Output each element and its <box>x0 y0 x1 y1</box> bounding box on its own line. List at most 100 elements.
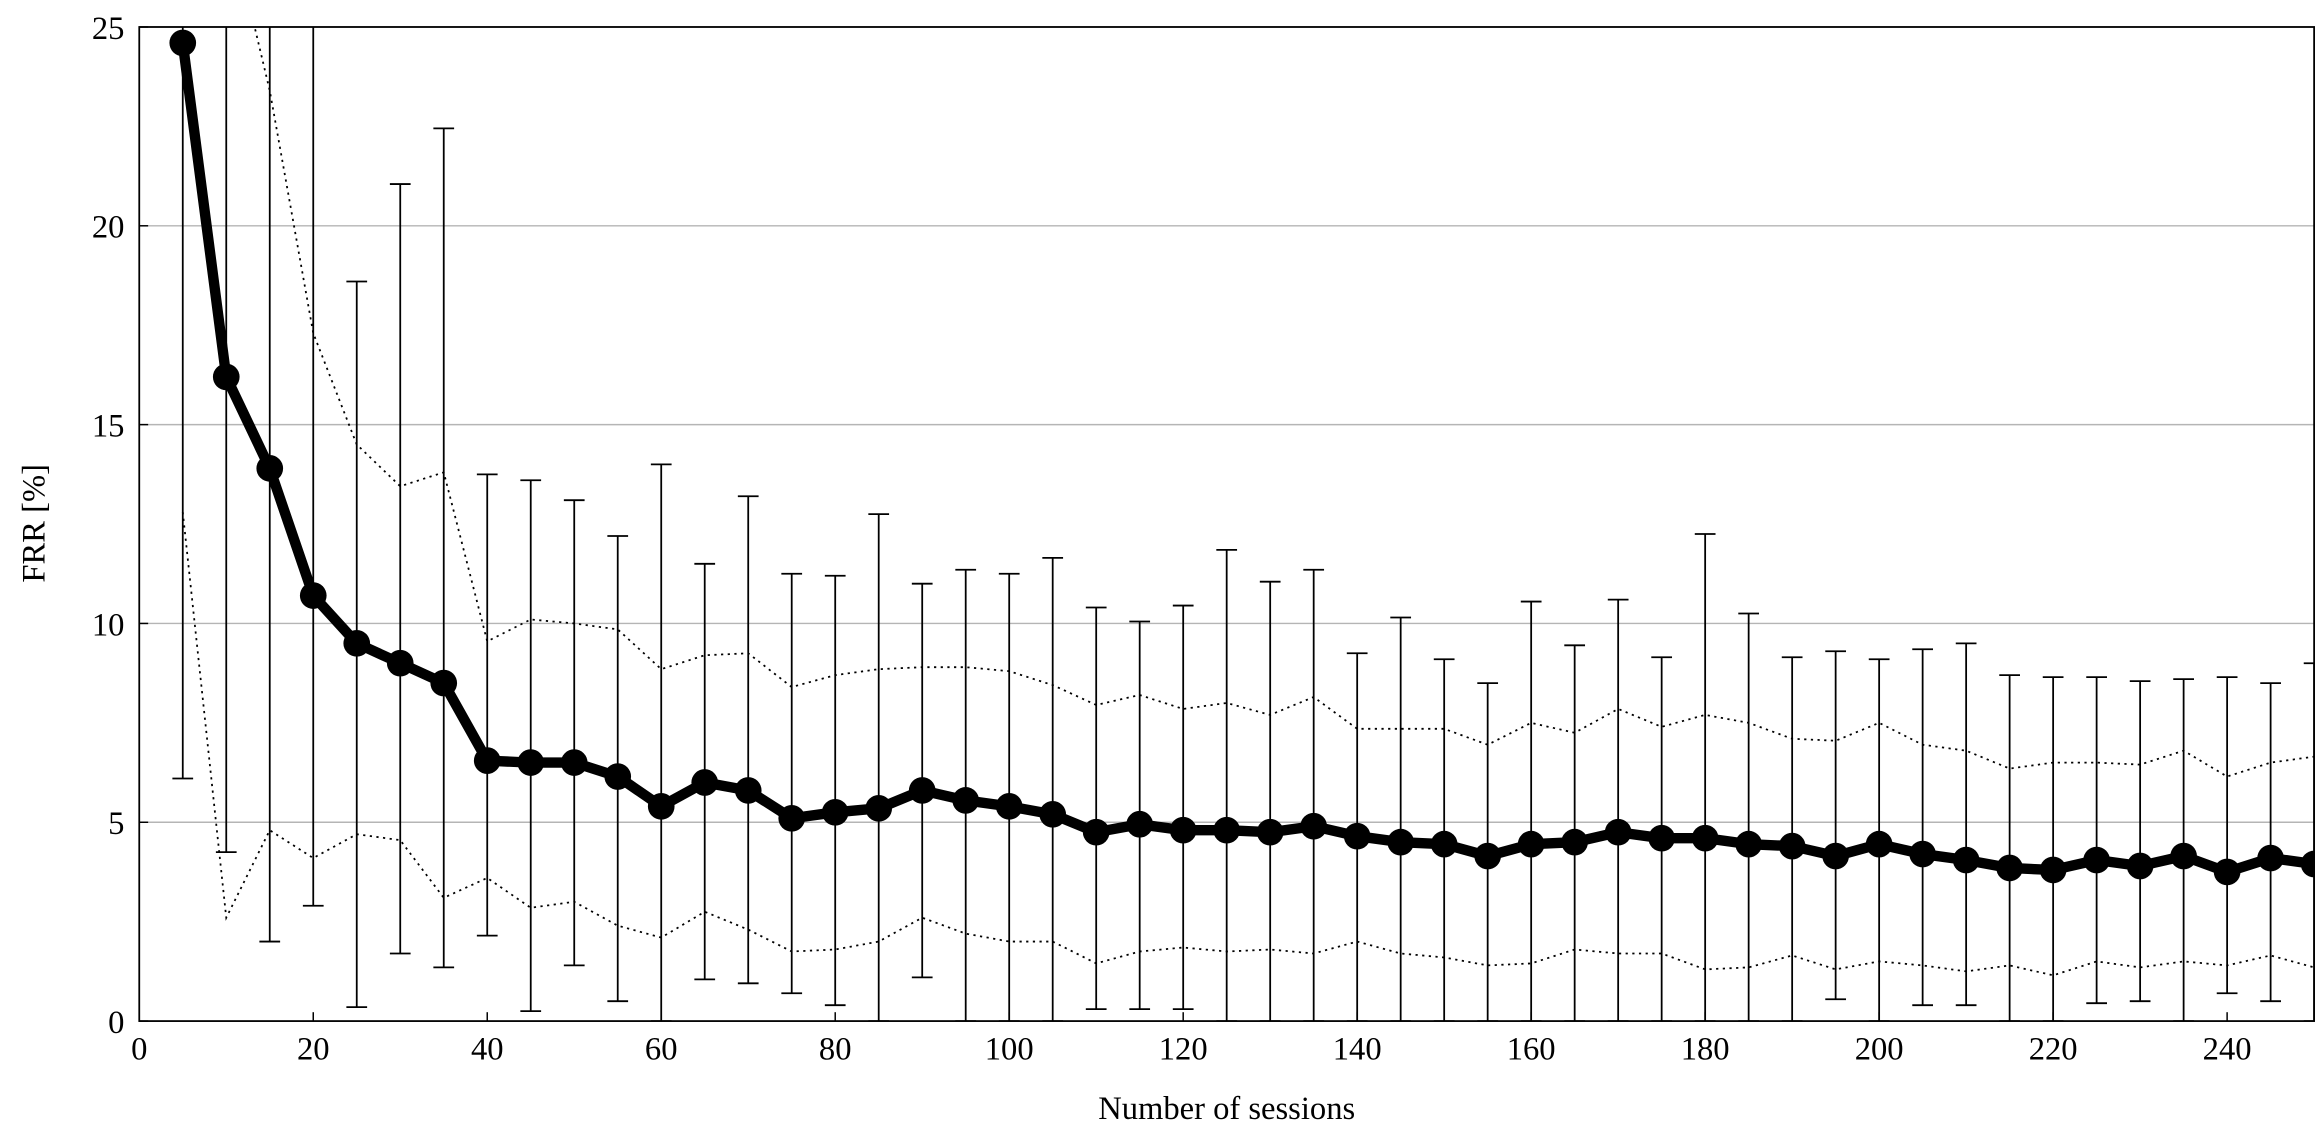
y-tick-label: 10 <box>92 607 125 643</box>
data-point <box>299 582 327 609</box>
error-bar-line <box>389 183 411 955</box>
error-bar <box>1172 604 1194 1011</box>
error-bar <box>1607 598 1629 1022</box>
error-bar <box>2216 676 2238 995</box>
data-point <box>908 777 936 804</box>
data-point <box>1865 830 1893 858</box>
error-bar-line <box>2129 680 2151 1003</box>
data-point <box>2039 856 2067 884</box>
data-point <box>1648 824 1675 852</box>
data-point <box>1691 824 1719 852</box>
data-point <box>386 649 414 677</box>
series-line <box>177 42 2315 878</box>
data-point <box>1474 842 1502 870</box>
x-tick-label: 20 <box>297 1032 330 1068</box>
error-bar-line <box>563 499 585 967</box>
data-point <box>212 363 240 391</box>
error-bar <box>1216 548 1238 1022</box>
data-point <box>995 793 1023 820</box>
error-bar-line <box>1042 556 1064 1022</box>
upper-band <box>253 26 2315 778</box>
error-bar <box>389 183 411 955</box>
error-bar-line <box>1259 580 1281 1022</box>
error-bar <box>520 479 542 1013</box>
x-tick-label: 200 <box>1855 1032 1904 1068</box>
data-point <box>1300 812 1328 840</box>
error-bar <box>824 574 846 1007</box>
data-point <box>2126 852 2154 880</box>
error-bar <box>737 495 759 985</box>
error-bar <box>563 499 585 967</box>
x-axis-label: Number of sessions <box>1098 1091 1355 1127</box>
error-bar <box>781 572 803 995</box>
error-bar-line <box>1738 612 1760 1022</box>
error-bar <box>1303 568 1325 1022</box>
error-bar <box>215 26 237 853</box>
error-bar <box>1738 612 1760 1022</box>
error-bar-line <box>476 473 498 937</box>
data-point <box>517 749 545 776</box>
error-bar-line <box>520 479 542 1013</box>
data-point <box>1343 822 1371 850</box>
data-point <box>169 29 197 57</box>
data-point <box>2213 858 2241 886</box>
error-bar-line <box>2042 676 2064 1022</box>
y-tick-label: 15 <box>92 408 125 444</box>
error-bar-line <box>1216 548 1238 1022</box>
error-bar <box>2086 676 2107 1005</box>
error-bar-line <box>1303 568 1325 1022</box>
data-point <box>1604 818 1632 846</box>
error-bar <box>1999 674 2021 1022</box>
data-point <box>1517 830 1545 858</box>
y-tick-label: 5 <box>108 806 124 842</box>
data-point <box>647 793 675 820</box>
data-point <box>1430 830 1458 858</box>
error-bar <box>1694 533 1716 1022</box>
error-bar-line <box>215 26 237 853</box>
error-bar-line <box>302 26 324 907</box>
x-tick-label: 40 <box>471 1032 504 1068</box>
error-bar-line <box>433 127 455 969</box>
data-point <box>778 804 806 832</box>
error-bar-line <box>2260 682 2281 1003</box>
error-bar <box>1955 642 1977 1007</box>
data-point <box>821 798 849 826</box>
y-tick-label: 25 <box>92 11 125 47</box>
data-point <box>1213 816 1241 844</box>
error-bar <box>433 127 455 969</box>
data-point <box>691 769 719 796</box>
ticks: 0 5 10 15 20 25 0 20 40 60 80 100 120 140 160 180 200 220… <box>92 11 2252 1068</box>
error-bar-line <box>781 572 803 995</box>
x-tick-label: 240 <box>2203 1032 2252 1068</box>
data-point <box>2257 844 2284 872</box>
error-bar <box>1259 580 1281 1022</box>
error-bar-line <box>1912 648 1934 1007</box>
x-tick-label: 220 <box>2029 1032 2078 1068</box>
error-bar-line <box>1172 604 1194 1011</box>
error-bar-line <box>1390 616 1412 1022</box>
x-tick-label: 160 <box>1507 1032 1556 1068</box>
error-bar-line <box>1955 642 1977 1007</box>
data-point <box>1082 818 1110 846</box>
error-bar <box>476 473 498 937</box>
data-point <box>473 747 501 774</box>
error-bar-line <box>1085 606 1107 1011</box>
error-bar <box>1520 600 1542 1022</box>
data-point <box>1909 840 1936 868</box>
data-point <box>1256 818 1284 846</box>
y-tick-label: 20 <box>92 210 125 246</box>
axes-frame <box>138 26 2315 1022</box>
data-point <box>343 629 371 657</box>
y-tick-label: 0 <box>108 1005 124 1041</box>
plot-area <box>169 26 2315 1022</box>
error-bar <box>1085 606 1107 1011</box>
error-bar <box>1390 616 1412 1022</box>
data-point <box>430 669 458 697</box>
x-tick-label: 80 <box>819 1032 852 1068</box>
error-bar <box>650 463 672 1022</box>
data-point <box>1387 828 1415 856</box>
data-point <box>1735 830 1762 858</box>
data-point <box>1561 828 1588 856</box>
data-point <box>1039 800 1067 828</box>
error-bar-line <box>737 495 759 985</box>
